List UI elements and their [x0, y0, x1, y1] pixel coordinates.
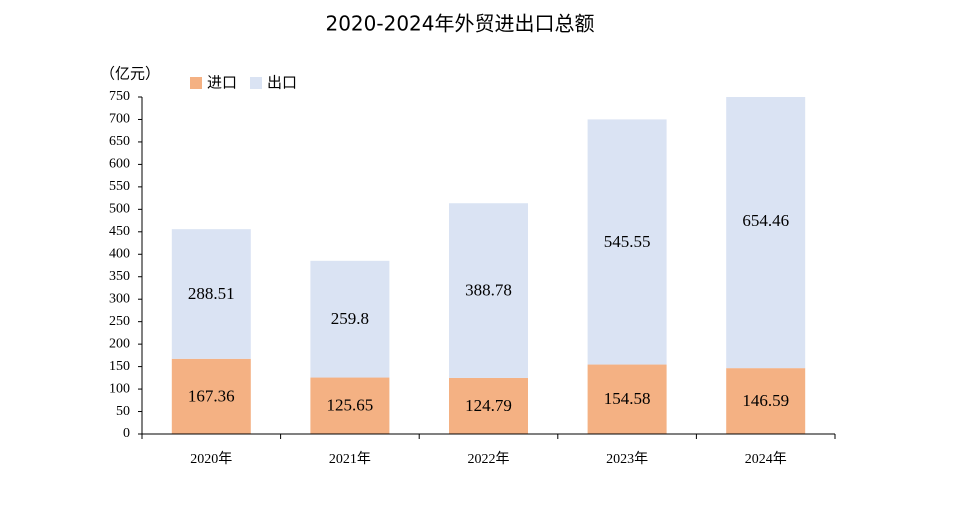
y-tick-label: 400: [109, 246, 130, 261]
y-tick-label: 200: [109, 336, 130, 351]
bar-segment: [449, 377, 528, 434]
x-tick-label: 2021年: [329, 451, 371, 467]
chart-title: 2020-2024年外贸进出口总额: [325, 12, 594, 36]
bar-segment: [171, 358, 251, 434]
x-tick-label: 2023年: [606, 451, 648, 467]
y-tick-label: 300: [109, 291, 130, 306]
y-tick-label: 650: [109, 134, 130, 149]
bar-segment: [310, 377, 390, 434]
x-tick-label: 2020年: [190, 451, 232, 467]
y-tick-label: 550: [109, 179, 130, 194]
bar-segment: [587, 364, 667, 434]
y-axis-label: （亿元）: [100, 65, 160, 83]
y-tick-label: 250: [109, 314, 130, 329]
y-tick-label: 600: [109, 157, 130, 172]
data-label: 545.55: [604, 232, 651, 251]
y-tick-label: 350: [109, 269, 130, 284]
bar-segment: [726, 97, 806, 369]
bar-segment: [587, 119, 667, 365]
data-label: 125.65: [327, 396, 374, 415]
bar-segment: [171, 229, 251, 359]
legend-swatch: [250, 77, 262, 89]
y-tick-label: 500: [109, 202, 130, 217]
y-tick-label: 450: [109, 224, 130, 239]
x-tick-label: 2022年: [468, 451, 510, 467]
data-label: 154.58: [604, 389, 651, 408]
data-label: 167.36: [188, 386, 235, 405]
bar-segment: [726, 368, 806, 434]
data-label: 654.46: [742, 211, 789, 230]
y-tick-label: 100: [109, 381, 130, 396]
data-label: 259.8: [331, 309, 369, 328]
y-tick-label: 0: [123, 426, 130, 441]
y-tick-label: 150: [109, 359, 130, 374]
data-label: 288.51: [188, 284, 235, 303]
plot-area: [171, 97, 806, 434]
data-label: 124.79: [465, 396, 512, 415]
x-tick-label: 2024年: [745, 451, 787, 467]
legend-label: 出口: [267, 74, 297, 92]
data-label: 146.59: [742, 391, 789, 410]
y-tick-label: 750: [109, 89, 130, 104]
y-tick-label: 50: [116, 404, 130, 419]
bar-segment: [449, 203, 528, 378]
legend-label: 进口: [207, 74, 237, 92]
bar-segment: [310, 260, 390, 378]
y-tick-label: 700: [109, 112, 130, 127]
data-label: 388.78: [465, 280, 512, 299]
legend-swatch: [190, 77, 202, 89]
